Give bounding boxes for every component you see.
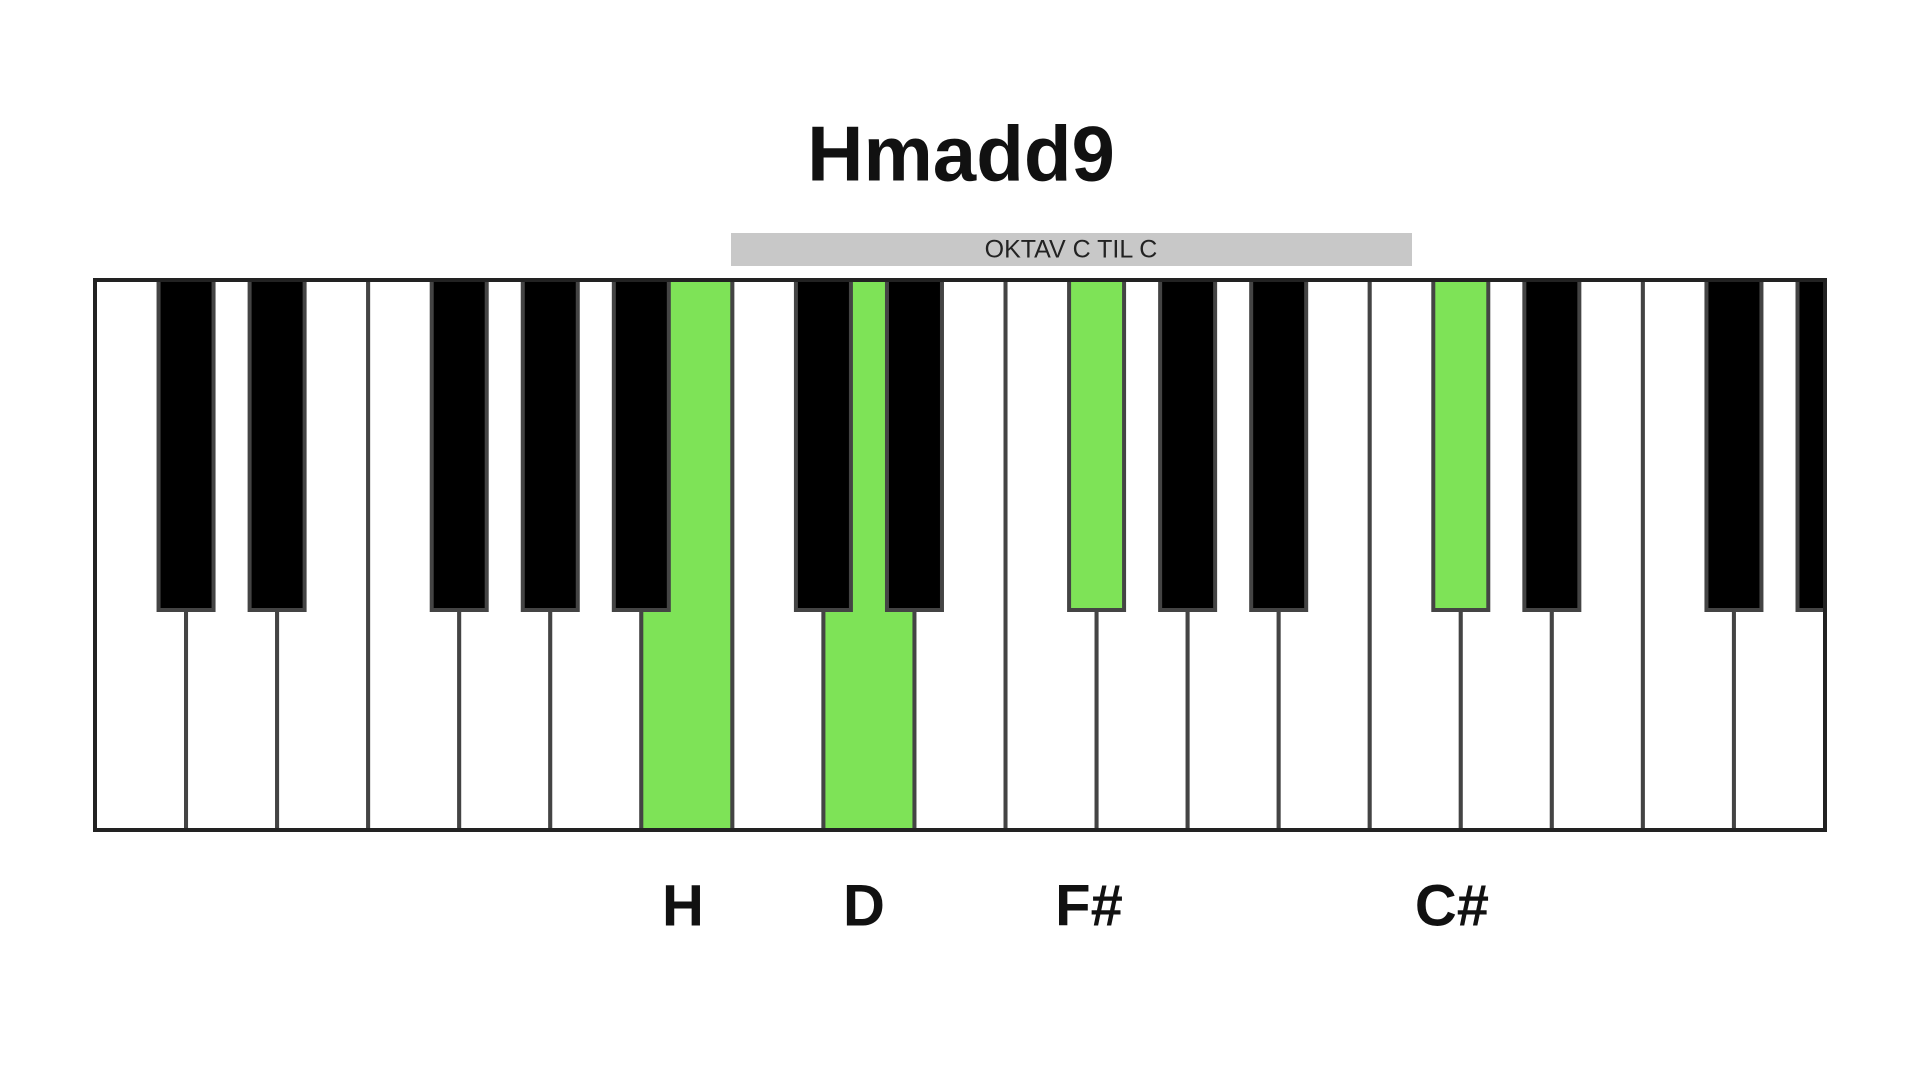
black-key: [247, 280, 307, 612]
black-key: [1158, 280, 1218, 612]
octave-label: OKTAV C TIL C: [985, 236, 1158, 264]
black-key: [1795, 280, 1825, 612]
black-key: [1522, 280, 1582, 612]
black-key: [1431, 280, 1491, 612]
note-label: D: [843, 873, 885, 938]
black-key: [611, 280, 671, 612]
octave-bar: [731, 233, 1412, 266]
black-key: [520, 280, 580, 612]
note-label: F#: [1055, 873, 1123, 938]
black-key: [429, 280, 489, 612]
note-label: C#: [1415, 873, 1489, 938]
black-key: [1249, 280, 1309, 612]
keyboard: [95, 280, 1825, 830]
black-key: [884, 280, 944, 612]
black-key: [1704, 280, 1764, 612]
keyboard-frame: [93, 278, 1827, 832]
black-key: [793, 280, 853, 612]
black-key: [156, 280, 216, 612]
black-key: [1067, 280, 1127, 612]
chord-title: Hmadd9: [807, 110, 1115, 198]
note-label: H: [662, 873, 704, 938]
